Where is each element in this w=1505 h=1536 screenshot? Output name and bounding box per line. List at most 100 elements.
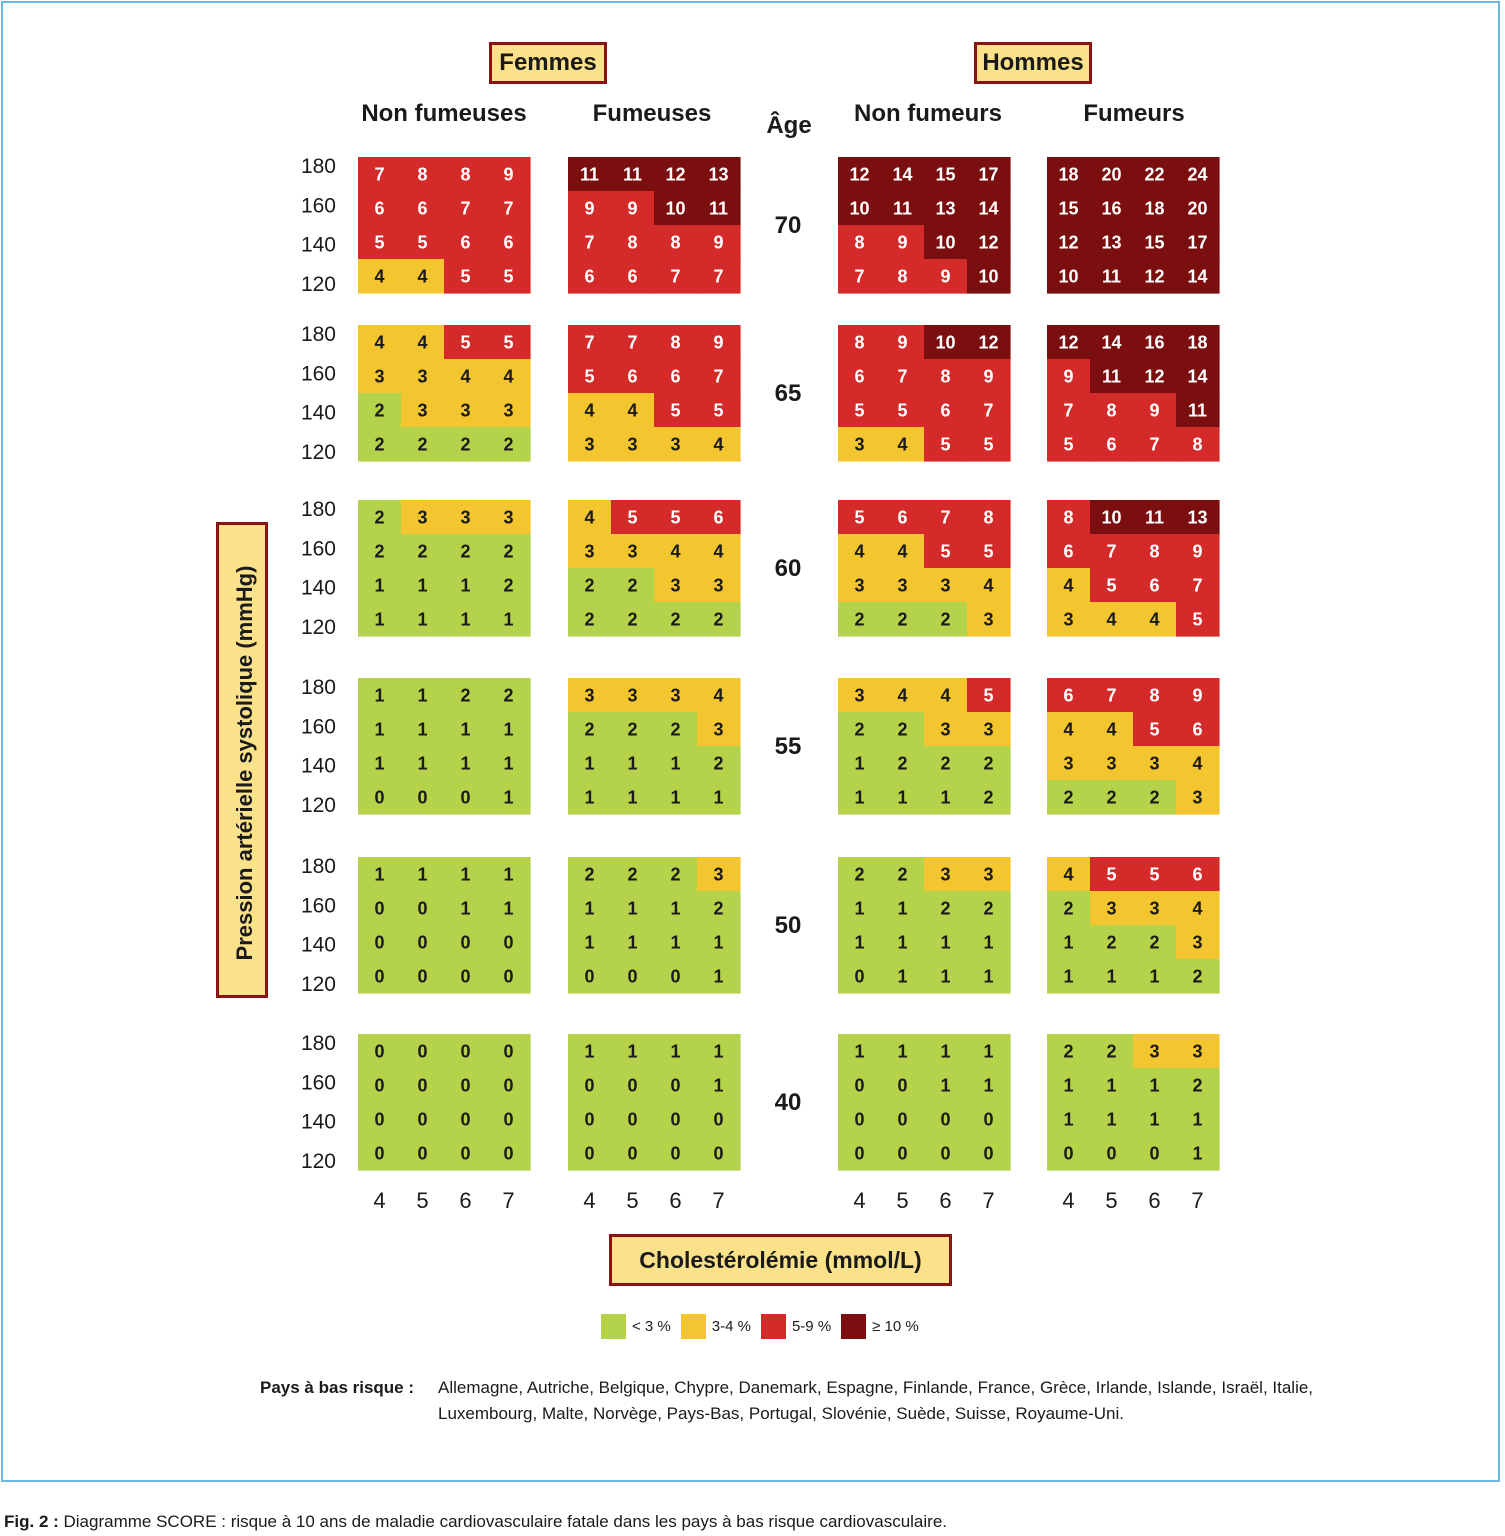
risk-value: 2 [983,899,993,919]
risk-value: 9 [983,367,993,387]
risk-value: 1 [983,967,993,987]
risk-cell [611,325,655,360]
risk-value: 0 [374,1076,384,1096]
risk-value: 0 [417,899,427,919]
risk-cell [487,259,531,294]
risk-cell [1047,427,1091,462]
risk-cell [697,359,741,394]
risk-cell [611,712,655,747]
risk-cell [358,959,402,994]
risk-value: 2 [1063,788,1073,808]
risk-value: 10 [1058,267,1078,287]
risk-cell [1176,325,1220,360]
risk-cell [967,857,1011,892]
risk-cell [568,500,612,535]
risk-cell [838,225,882,260]
risk-value: 3 [940,865,950,885]
risk-value: 0 [670,1110,680,1130]
risk-cell [697,568,741,603]
countries-lead: Pays à bas risque : [260,1378,415,1397]
risk-cell [401,678,445,713]
risk-cell [654,191,698,226]
risk-value: 1 [1192,1110,1202,1130]
risk-value: 2 [503,576,513,596]
risk-value: 0 [503,1042,513,1062]
risk-cell [444,359,488,394]
risk-value: 0 [713,1110,723,1130]
risk-cell [568,191,612,226]
risk-value: 1 [854,754,864,774]
risk-cell [1090,891,1134,926]
risk-value: 0 [940,1110,950,1130]
cholesterol-tick-label: 6 [939,1188,951,1213]
risk-cell [487,891,531,926]
risk-cell [568,568,612,603]
risk-cell [1090,259,1134,294]
risk-value: 0 [983,1144,993,1164]
risk-value: 3 [713,576,723,596]
risk-cell [358,427,402,462]
risk-value: 5 [1149,865,1159,885]
risk-cell [881,225,925,260]
risk-value: 1 [627,1042,637,1062]
risk-cell [881,891,925,926]
risk-value: 6 [854,367,864,387]
risk-value: 7 [503,199,513,219]
risk-value: 1 [584,899,594,919]
risk-cell [358,393,402,428]
risk-cell [358,500,402,535]
risk-value: 7 [940,508,950,528]
risk-value: 0 [374,899,384,919]
risk-cell [611,602,655,637]
risk-cell [838,1136,882,1171]
risk-value: 3 [940,720,950,740]
risk-value: 0 [713,1144,723,1164]
risk-cell [967,259,1011,294]
risk-value: 5 [460,267,470,287]
risk-value: 4 [897,435,907,455]
risk-value: 24 [1187,165,1207,185]
risk-value: 5 [983,686,993,706]
risk-value: 5 [1106,576,1116,596]
risk-cell [881,393,925,428]
risk-cell [838,959,882,994]
risk-value: 7 [1106,542,1116,562]
risk-value: 12 [665,165,685,185]
risk-cell [1176,500,1220,535]
risk-value: 0 [627,967,637,987]
risk-value: 0 [460,933,470,953]
risk-cell [1133,857,1177,892]
risk-value: 0 [854,967,864,987]
risk-cell [1047,712,1091,747]
risk-value: 3 [584,435,594,455]
risk-cell [611,534,655,569]
risk-cell [401,712,445,747]
risk-cell [1047,857,1091,892]
sbp-tick-label: 120 [301,1150,336,1173]
risk-value: 2 [584,865,594,885]
risk-value: 4 [460,367,470,387]
risk-cell [654,1102,698,1137]
risk-cell [1133,1102,1177,1137]
risk-value: 4 [713,686,723,706]
risk-cell [697,746,741,781]
risk-value: 1 [503,865,513,885]
risk-value: 3 [584,686,594,706]
risk-value: 2 [374,542,384,562]
risk-cell [881,1068,925,1103]
risk-value: 11 [1188,401,1207,421]
risk-cell [1047,678,1091,713]
risk-value: 1 [713,1042,723,1062]
risk-cell [1133,259,1177,294]
risk-value: 5 [627,508,637,528]
risk-cell [611,857,655,892]
risk-cell [924,780,968,815]
risk-value: 3 [417,401,427,421]
risk-value: 3 [417,508,427,528]
risk-value: 1 [460,610,470,630]
risk-cell [444,678,488,713]
risk-cell [444,500,488,535]
risk-value: 5 [897,401,907,421]
risk-value: 2 [1192,967,1202,987]
risk-value: 1 [897,788,907,808]
